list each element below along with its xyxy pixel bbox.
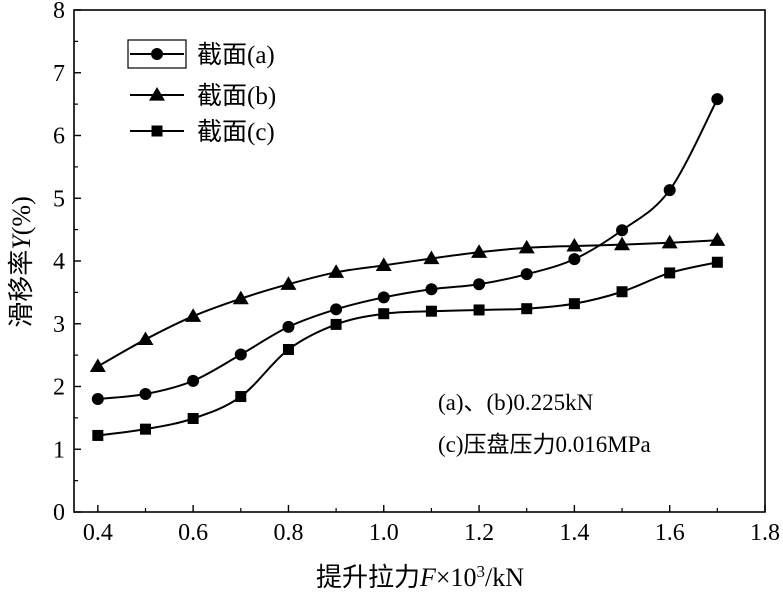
- data-point: [663, 184, 676, 197]
- legend-label: 截面(a): [197, 41, 275, 69]
- data-point: [185, 308, 202, 322]
- series-line: [97, 239, 718, 368]
- data-point: [471, 244, 488, 258]
- y-tick-label: 0: [53, 500, 65, 526]
- data-point: [473, 278, 486, 291]
- annotation-text: (c)压盘压力0.016MPa: [438, 432, 651, 457]
- data-point: [614, 236, 631, 251]
- data-point: [425, 305, 437, 317]
- data-point: [518, 239, 535, 254]
- x-axis-title-part: F: [419, 563, 437, 592]
- annotations: (a)、(b)0.225kN (c)压盘压力0.016MPa: [438, 390, 651, 457]
- data-point: [282, 320, 295, 333]
- data-point: [473, 304, 485, 316]
- x-axis-title: 提升拉力F×103/kN: [316, 562, 524, 593]
- legend-marker: [151, 125, 163, 137]
- data-point: [139, 388, 152, 401]
- legend: 截面(a) 截面(b) 截面(c): [127, 39, 276, 146]
- x-tick-label: 0.6: [178, 520, 208, 546]
- y-axis-title-part: (%): [7, 196, 36, 235]
- series-square: [92, 256, 723, 441]
- x-axis-title-part: ×10: [436, 563, 477, 592]
- data-point: [664, 267, 676, 279]
- data-point: [234, 348, 247, 361]
- axes-layer: 0.4 0.6 0.8 1.0 1.2 1.4 1.6 1.8 0 1 2 3 4 5 6 7 8: [53, 0, 780, 546]
- x-tick-label: 1.0: [369, 520, 399, 546]
- legend-label: 截面(b): [197, 82, 276, 110]
- data-point: [280, 276, 297, 290]
- data-point: [661, 234, 678, 249]
- series-layer: [89, 93, 726, 441]
- y-axis-title-part: Y: [7, 233, 36, 250]
- data-point: [616, 224, 629, 237]
- data-point: [282, 343, 294, 355]
- series-circle: [91, 93, 724, 406]
- data-point: [232, 290, 249, 305]
- annotation-text: (a)、(b)0.225kN: [438, 390, 594, 415]
- x-tick-label: 0.4: [83, 520, 113, 546]
- y-tick-label: 2: [53, 375, 65, 401]
- data-point: [89, 358, 106, 373]
- data-point: [521, 303, 533, 315]
- data-point: [137, 331, 154, 346]
- data-point: [566, 237, 583, 252]
- legend-marker: [149, 87, 165, 101]
- data-point: [187, 374, 200, 387]
- data-point: [425, 283, 438, 296]
- data-point: [187, 413, 199, 425]
- data-point: [330, 303, 343, 316]
- x-tick-label: 1.4: [559, 520, 589, 546]
- y-tick-label: 5: [53, 186, 65, 212]
- x-axis-title-part: 提升拉力: [316, 563, 420, 592]
- x-tick-label: 1.2: [464, 520, 494, 546]
- data-point: [423, 250, 440, 265]
- data-point: [711, 256, 723, 268]
- x-tick-label: 1.6: [655, 520, 685, 546]
- y-tick-label: 4: [53, 249, 65, 275]
- y-tick-label: 1: [53, 437, 65, 463]
- data-point: [375, 257, 392, 271]
- x-axis-title-part: /kN: [485, 563, 524, 592]
- data-point: [568, 298, 580, 310]
- data-point: [520, 268, 533, 281]
- data-point: [709, 232, 726, 246]
- y-tick-label: 8: [53, 0, 65, 24]
- y-tick-label: 7: [53, 61, 65, 87]
- x-axis-title-part: 3: [477, 562, 486, 581]
- data-point: [330, 318, 342, 330]
- y-axis-title-part: 滑移率: [7, 250, 36, 328]
- y-tick-label: 6: [53, 124, 65, 150]
- data-point: [377, 291, 390, 304]
- x-tick-label: 0.8: [273, 520, 303, 546]
- data-point: [139, 423, 151, 435]
- series-triangle: [89, 232, 726, 373]
- data-point: [91, 393, 104, 406]
- y-axis-title: 滑移率Y(%): [7, 196, 36, 327]
- data-point: [235, 391, 247, 403]
- legend-label: 截面(c): [197, 118, 275, 146]
- y-tick-label: 3: [53, 312, 65, 338]
- data-point: [378, 308, 390, 320]
- legend-marker: [151, 48, 163, 60]
- data-point: [711, 93, 724, 106]
- data-point: [92, 429, 104, 441]
- x-tick-label: 1.8: [750, 520, 780, 546]
- data-point: [328, 264, 345, 278]
- data-point: [568, 253, 581, 266]
- data-point: [616, 286, 628, 298]
